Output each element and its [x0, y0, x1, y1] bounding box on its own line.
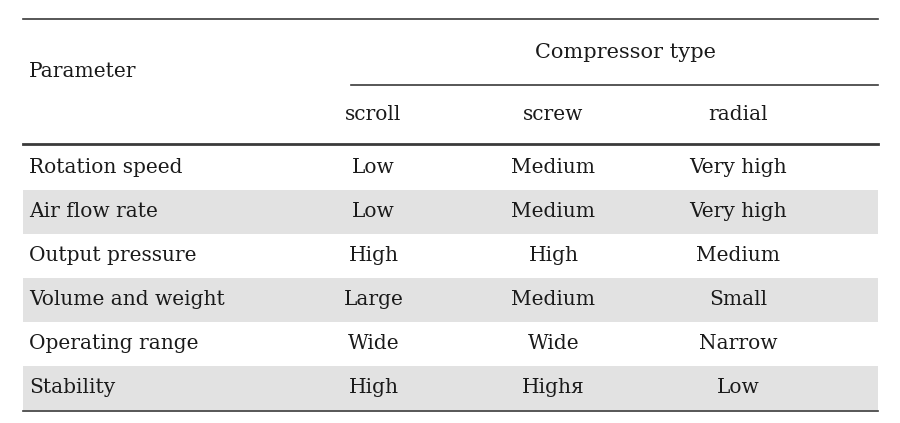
Text: Rotation speed: Rotation speed: [29, 159, 183, 177]
Bar: [22, 190, 878, 234]
Text: High: High: [528, 247, 579, 265]
Text: Very high: Very high: [689, 159, 787, 177]
Text: Parameter: Parameter: [29, 63, 136, 81]
Text: scroll: scroll: [346, 105, 401, 124]
Text: Volume and weight: Volume and weight: [29, 291, 225, 309]
Text: Low: Low: [716, 379, 760, 397]
Text: Wide: Wide: [347, 335, 400, 353]
Text: Very high: Very high: [689, 203, 787, 221]
Text: radial: radial: [708, 105, 768, 124]
Text: Medium: Medium: [696, 247, 780, 265]
Text: Low: Low: [352, 203, 395, 221]
Text: Stability: Stability: [29, 379, 115, 397]
Text: Medium: Medium: [511, 203, 596, 221]
Text: Large: Large: [344, 291, 403, 309]
Text: Small: Small: [709, 291, 767, 309]
Text: High: High: [348, 247, 399, 265]
Text: Operating range: Operating range: [29, 335, 198, 353]
Text: Low: Low: [352, 159, 395, 177]
Text: Output pressure: Output pressure: [29, 247, 196, 265]
Text: Medium: Medium: [511, 159, 596, 177]
Text: High: High: [348, 379, 399, 397]
Bar: [22, 366, 878, 410]
Text: screw: screw: [523, 105, 584, 124]
Text: Highя: Highя: [522, 379, 585, 397]
Text: Compressor type: Compressor type: [535, 44, 716, 62]
Text: Air flow rate: Air flow rate: [29, 203, 158, 221]
Bar: [22, 278, 878, 322]
Text: Narrow: Narrow: [698, 335, 778, 353]
Text: Wide: Wide: [527, 335, 580, 353]
Text: Medium: Medium: [511, 291, 596, 309]
